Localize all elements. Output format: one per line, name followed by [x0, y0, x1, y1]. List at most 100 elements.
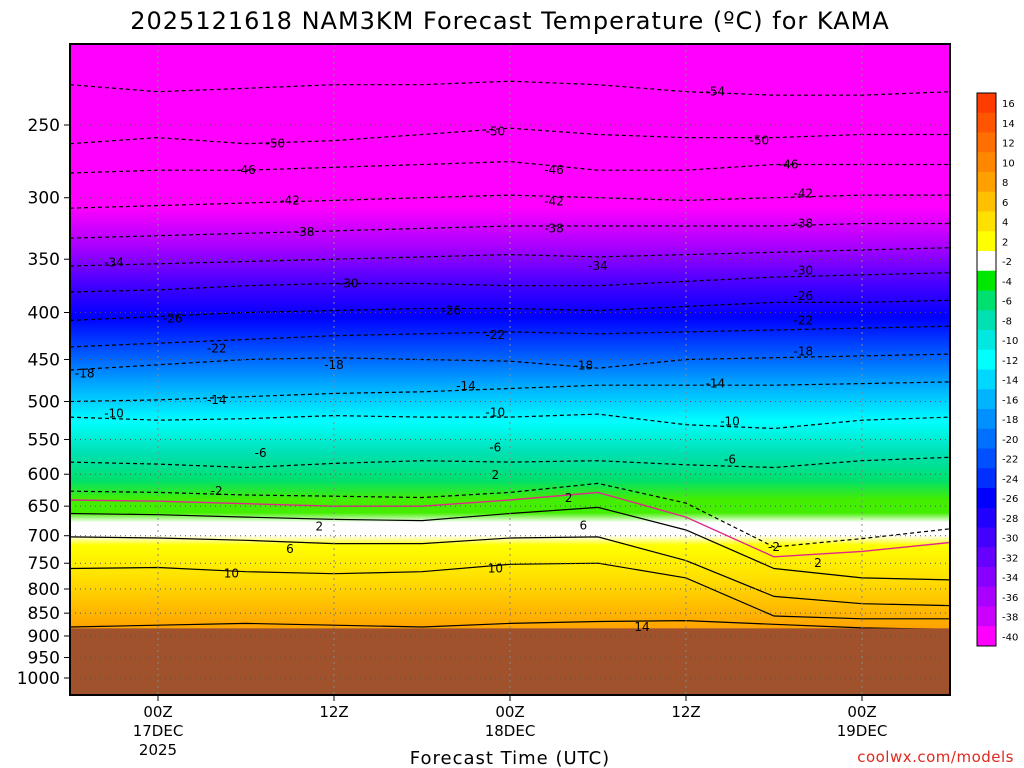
x-tick-date: 19DEC: [837, 722, 888, 740]
x-tick-date: 18DEC: [485, 722, 536, 740]
contour-label: -34: [104, 256, 124, 270]
colorbar-label: -26: [1002, 494, 1018, 505]
x-tick-date: 17DEC: [133, 722, 184, 740]
contour-label: -10: [486, 406, 506, 420]
isotherm-14: [70, 619, 950, 630]
y-tick-label: 850: [28, 604, 60, 624]
colorbar-swatch: [977, 349, 996, 370]
x-tick-label: 00Z: [495, 703, 524, 721]
x-tick-label: 12Z: [319, 703, 348, 721]
contour-label: 2: [492, 468, 500, 482]
contour-label: 6: [580, 518, 588, 532]
colorbar-swatch: [977, 567, 996, 588]
colorbar-swatch: [977, 112, 996, 133]
contour-label: -46: [236, 163, 256, 177]
y-tick-label: 700: [28, 527, 60, 547]
contour-label: -2: [211, 484, 223, 498]
contour-label: -26: [794, 289, 814, 303]
y-tick-label: 500: [28, 393, 60, 413]
colorbar-label: -16: [1002, 395, 1018, 406]
contour-label: -10: [104, 406, 124, 420]
contour-label: -46: [544, 163, 564, 177]
colorbar-swatch: [977, 191, 996, 212]
y-tick-label: 250: [28, 116, 60, 136]
contour-label: -14: [706, 377, 726, 391]
contour-label: -42: [794, 187, 814, 201]
colorbar-swatch: [977, 152, 996, 173]
y-tick-label: 550: [28, 431, 60, 451]
colorbar-swatch: [977, 488, 996, 509]
colorbar-swatch: [977, 290, 996, 311]
colorbar-label: -30: [1002, 534, 1018, 545]
colorbar-label: 16: [1002, 99, 1015, 110]
contour-label: -18: [324, 358, 344, 372]
contour-label: -54: [706, 85, 726, 99]
y-tick-label: 600: [28, 465, 60, 485]
contour-label: -26: [163, 311, 183, 325]
colorbar-label: -14: [1002, 376, 1018, 387]
contour-label: -22: [486, 328, 506, 342]
y-tick-label: 1000: [17, 669, 60, 689]
isotherm--50: [70, 127, 950, 145]
colorbar-swatch: [977, 468, 996, 489]
y-tick-label: 350: [28, 250, 60, 270]
credit-link[interactable]: coolwx.com/models: [857, 748, 1014, 766]
colorbar-label: 12: [1002, 139, 1015, 150]
y-tick-label: 400: [28, 303, 60, 323]
contour-label: 2: [565, 491, 573, 505]
colorbar-label: 4: [1002, 218, 1008, 229]
x-axis-title: Forecast Time (UTC): [410, 748, 610, 768]
y-tick-label: 650: [28, 497, 60, 517]
contour-label: -22: [794, 313, 814, 327]
colorbar-swatch: [977, 547, 996, 568]
colorbar-label: -18: [1002, 415, 1018, 426]
y-tick-label: 300: [28, 189, 60, 209]
colorbar: 16 14 12 10 8 6 4 2 -2 -4 -6 -8 -10 -12 -14 -16 -18 -20 -2…: [976, 92, 1018, 647]
contour-label: -14: [207, 393, 227, 407]
contour-label: 6: [286, 542, 294, 556]
colorbar-label: 10: [1002, 158, 1015, 169]
contour-label: 10: [224, 567, 239, 581]
colorbar-swatch: [977, 428, 996, 449]
x-tick-year: 2025: [139, 741, 177, 759]
colorbar-swatch: [977, 626, 996, 647]
contour-label: -6: [255, 446, 267, 460]
colorbar-swatch: [977, 93, 996, 114]
y-tick-label: 450: [28, 350, 60, 370]
contour-label: -14: [456, 379, 476, 393]
colorbar-label: -2: [1002, 257, 1012, 268]
colorbar-label: -10: [1002, 336, 1018, 347]
colorbar-swatch: [977, 507, 996, 528]
contour-label: -38: [295, 225, 315, 239]
colorbar-swatch: [977, 369, 996, 390]
colorbar-label: -20: [1002, 435, 1018, 446]
contour-label: -50: [266, 137, 286, 151]
gridlines: [70, 44, 950, 695]
x-tick-label: 12Z: [671, 703, 700, 721]
colorbar-label: -38: [1002, 613, 1018, 624]
contour-label: -42: [544, 195, 564, 209]
colorbar-swatch: [977, 132, 996, 153]
colorbar-label: -40: [1002, 632, 1018, 643]
contour-label: -10: [720, 415, 740, 429]
y-tick-label: 750: [28, 554, 60, 574]
contour-label: -50: [750, 134, 770, 148]
colorbar-label: -28: [1002, 514, 1018, 525]
colorbar-label: -22: [1002, 455, 1018, 466]
colorbar-label: -36: [1002, 593, 1018, 604]
contour-label: -42: [280, 193, 300, 207]
y-tick-label: 900: [28, 627, 60, 647]
colorbar-swatch: [977, 448, 996, 469]
isotherm-10: [70, 562, 950, 620]
contour-label: 2: [316, 519, 324, 533]
contour-label: -30: [794, 263, 814, 277]
colorbar-swatch: [977, 330, 996, 351]
contour-label: -22: [207, 342, 227, 356]
colorbar-label: -8: [1002, 316, 1012, 327]
colorbar-label: -34: [1002, 573, 1018, 584]
colorbar-label: -32: [1002, 553, 1018, 564]
chart-title: 2025121618 NAM3KM Forecast Temperature (…: [130, 7, 890, 35]
colorbar-label: 8: [1002, 178, 1008, 189]
